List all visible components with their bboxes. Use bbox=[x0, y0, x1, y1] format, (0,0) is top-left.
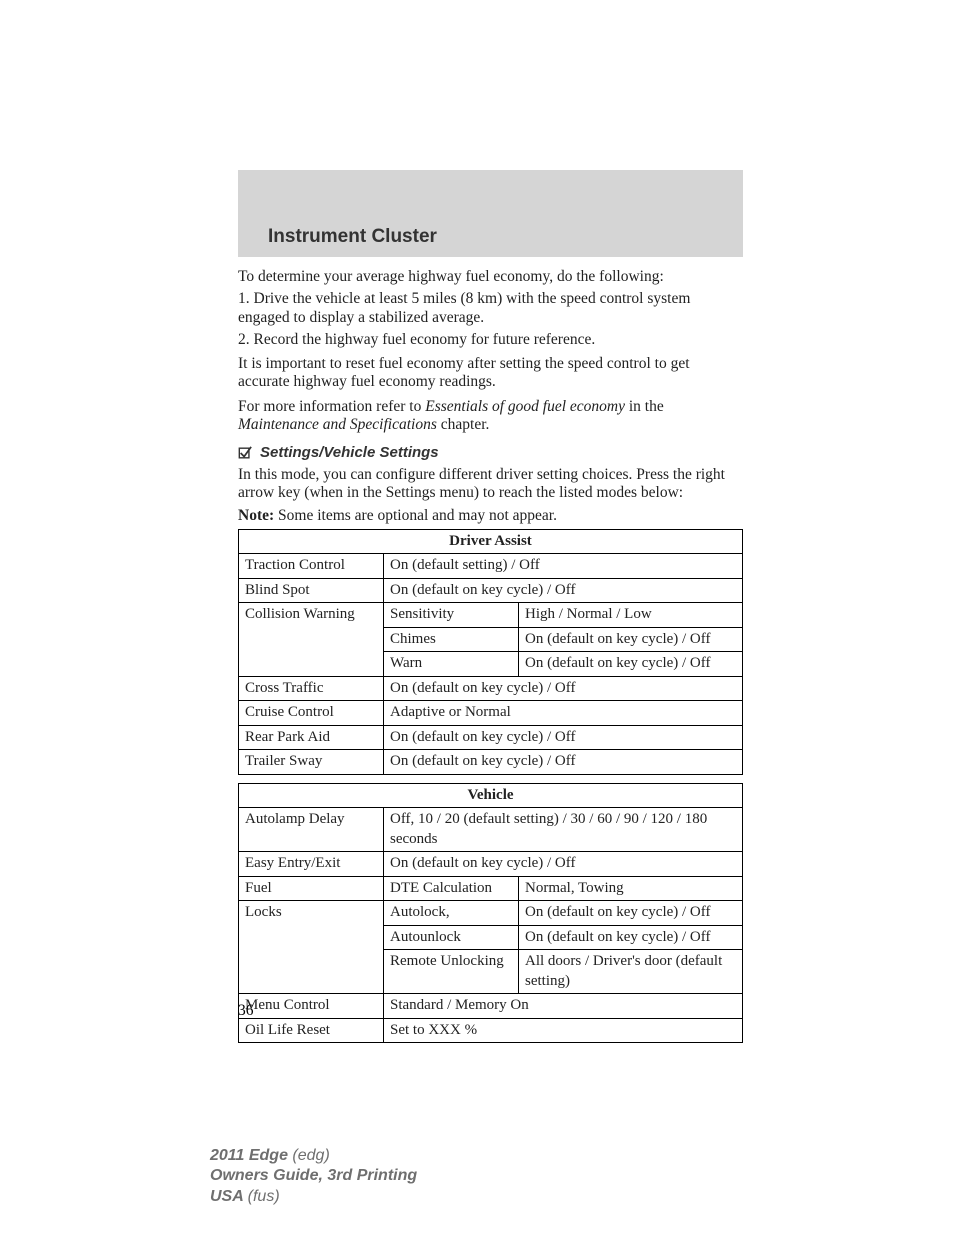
table-row: Easy Entry/ExitOn (default on key cycle)… bbox=[239, 852, 743, 877]
table-row: Menu ControlStandard / Memory On bbox=[239, 994, 743, 1019]
table-cell: Collision Warning bbox=[239, 603, 384, 677]
table-row: FuelDTE CalculationNormal, Towing bbox=[239, 876, 743, 901]
table-cell: Adaptive or Normal bbox=[384, 701, 743, 726]
table-cell: Sensitivity bbox=[384, 603, 519, 628]
note-label: Note: bbox=[238, 507, 274, 524]
footer-line-3: USA (fus) bbox=[210, 1187, 417, 1207]
footer-guide: Owners Guide, 3rd Printing bbox=[210, 1167, 417, 1184]
table-cell: On (default setting) / Off bbox=[384, 554, 743, 579]
table-cell: Oil Life Reset bbox=[239, 1018, 384, 1043]
table-row: Rear Park AidOn (default on key cycle) /… bbox=[239, 725, 743, 750]
note-text: Some items are optional and may not appe… bbox=[274, 507, 557, 524]
text-fragment: For more information refer to bbox=[238, 398, 425, 415]
table-cell: On (default on key cycle) / Off bbox=[384, 852, 743, 877]
table-cell: Cross Traffic bbox=[239, 676, 384, 701]
table-driver-assist: Driver Assist Traction ControlOn (defaul… bbox=[238, 529, 743, 775]
table-cell: Autounlock bbox=[384, 925, 519, 950]
table-cell: High / Normal / Low bbox=[519, 603, 743, 628]
table-cell: Off, 10 / 20 (default setting) / 30 / 60… bbox=[384, 808, 743, 852]
table-row: Collision WarningSensitivityHigh / Norma… bbox=[239, 603, 743, 628]
page: Instrument Cluster To determine your ave… bbox=[0, 0, 954, 1235]
table-body: Traction ControlOn (default setting) / O… bbox=[239, 554, 743, 775]
table-row: LocksAutolock,On (default on key cycle) … bbox=[239, 901, 743, 926]
page-number: 36 bbox=[238, 1002, 254, 1020]
table-cell: Standard / Memory On bbox=[384, 994, 743, 1019]
table-cell: Remote Unlocking bbox=[384, 950, 519, 994]
table-cell: On (default on key cycle) / Off bbox=[519, 901, 743, 926]
subheading-label: Settings/Vehicle Settings bbox=[260, 444, 439, 462]
table-header-row: Driver Assist bbox=[239, 529, 743, 554]
checkbox-icon bbox=[238, 446, 252, 460]
footer-line-1: 2011 Edge (edg) bbox=[210, 1146, 417, 1166]
table-cell: On (default on key cycle) / Off bbox=[519, 627, 743, 652]
table-body: Autolamp DelayOff, 10 / 20 (default sett… bbox=[239, 808, 743, 1043]
paragraph-mode: In this mode, you can configure differen… bbox=[238, 466, 743, 503]
footer-code: (edg) bbox=[292, 1147, 329, 1164]
table-cell: Traction Control bbox=[239, 554, 384, 579]
table-cell: Trailer Sway bbox=[239, 750, 384, 775]
table-cell: On (default on key cycle) / Off bbox=[384, 750, 743, 775]
intro-line: To determine your average highway fuel e… bbox=[238, 268, 743, 286]
table-cell: Chimes bbox=[384, 627, 519, 652]
footer-line-2: Owners Guide, 3rd Printing bbox=[210, 1166, 417, 1186]
table-cell: Cruise Control bbox=[239, 701, 384, 726]
step-2: 2. Record the highway fuel economy for f… bbox=[238, 331, 743, 349]
table-cell: DTE Calculation bbox=[384, 876, 519, 901]
table-vehicle: Vehicle Autolamp DelayOff, 10 / 20 (defa… bbox=[238, 783, 743, 1044]
table-cell: On (default on key cycle) / Off bbox=[384, 725, 743, 750]
table-cell: Normal, Towing bbox=[519, 876, 743, 901]
table-row: Cruise ControlAdaptive or Normal bbox=[239, 701, 743, 726]
table-cell: Fuel bbox=[239, 876, 384, 901]
table-cell: Autolamp Delay bbox=[239, 808, 384, 852]
table-cell: Autolock, bbox=[384, 901, 519, 926]
paragraph-reset: It is important to reset fuel economy af… bbox=[238, 355, 743, 392]
table-row: Traction ControlOn (default setting) / O… bbox=[239, 554, 743, 579]
text-italic: Maintenance and Specifications bbox=[238, 416, 437, 433]
table-row: Blind SpotOn (default on key cycle) / Of… bbox=[239, 578, 743, 603]
table-cell: Easy Entry/Exit bbox=[239, 852, 384, 877]
table-cell: Rear Park Aid bbox=[239, 725, 384, 750]
table-cell: All doors / Driver's door (default setti… bbox=[519, 950, 743, 994]
table-row: Trailer SwayOn (default on key cycle) / … bbox=[239, 750, 743, 775]
table-cell: On (default on key cycle) / Off bbox=[519, 652, 743, 677]
text-fragment: in the bbox=[625, 398, 664, 415]
table-cell: On (default on key cycle) / Off bbox=[519, 925, 743, 950]
subheading-settings: Settings/Vehicle Settings bbox=[238, 444, 743, 462]
table-cell: Blind Spot bbox=[239, 578, 384, 603]
table-row: Oil Life ResetSet to XXX % bbox=[239, 1018, 743, 1043]
table-row: Cross TrafficOn (default on key cycle) /… bbox=[239, 676, 743, 701]
table-cell: Warn bbox=[384, 652, 519, 677]
table-cell: On (default on key cycle) / Off bbox=[384, 578, 743, 603]
chapter-header: Instrument Cluster bbox=[238, 170, 743, 257]
table-cell: On (default on key cycle) / Off bbox=[384, 676, 743, 701]
footer-model: 2011 Edge bbox=[210, 1147, 292, 1164]
text-italic: Essentials of good fuel economy bbox=[425, 398, 625, 415]
table-header: Vehicle bbox=[239, 783, 743, 808]
table-cell: Locks bbox=[239, 901, 384, 994]
footer-region: USA bbox=[210, 1188, 248, 1205]
paragraph-reference: For more information refer to Essentials… bbox=[238, 398, 743, 435]
page-content: To determine your average highway fuel e… bbox=[238, 268, 743, 1051]
table-row: Autolamp DelayOff, 10 / 20 (default sett… bbox=[239, 808, 743, 852]
note-line: Note: Some items are optional and may no… bbox=[238, 507, 743, 525]
text-fragment: chapter. bbox=[437, 416, 490, 433]
table-header: Driver Assist bbox=[239, 529, 743, 554]
table-cell: Menu Control bbox=[239, 994, 384, 1019]
table-header-row: Vehicle bbox=[239, 783, 743, 808]
step-1: 1. Drive the vehicle at least 5 miles (8… bbox=[238, 290, 743, 327]
table-cell: Set to XXX % bbox=[384, 1018, 743, 1043]
footer: 2011 Edge (edg) Owners Guide, 3rd Printi… bbox=[210, 1146, 417, 1207]
footer-region-code: (fus) bbox=[248, 1188, 280, 1205]
chapter-title: Instrument Cluster bbox=[268, 226, 743, 248]
